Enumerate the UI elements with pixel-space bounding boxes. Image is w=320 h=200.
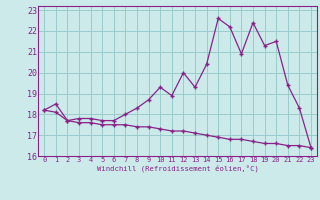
X-axis label: Windchill (Refroidissement éolien,°C): Windchill (Refroidissement éolien,°C): [97, 165, 259, 172]
